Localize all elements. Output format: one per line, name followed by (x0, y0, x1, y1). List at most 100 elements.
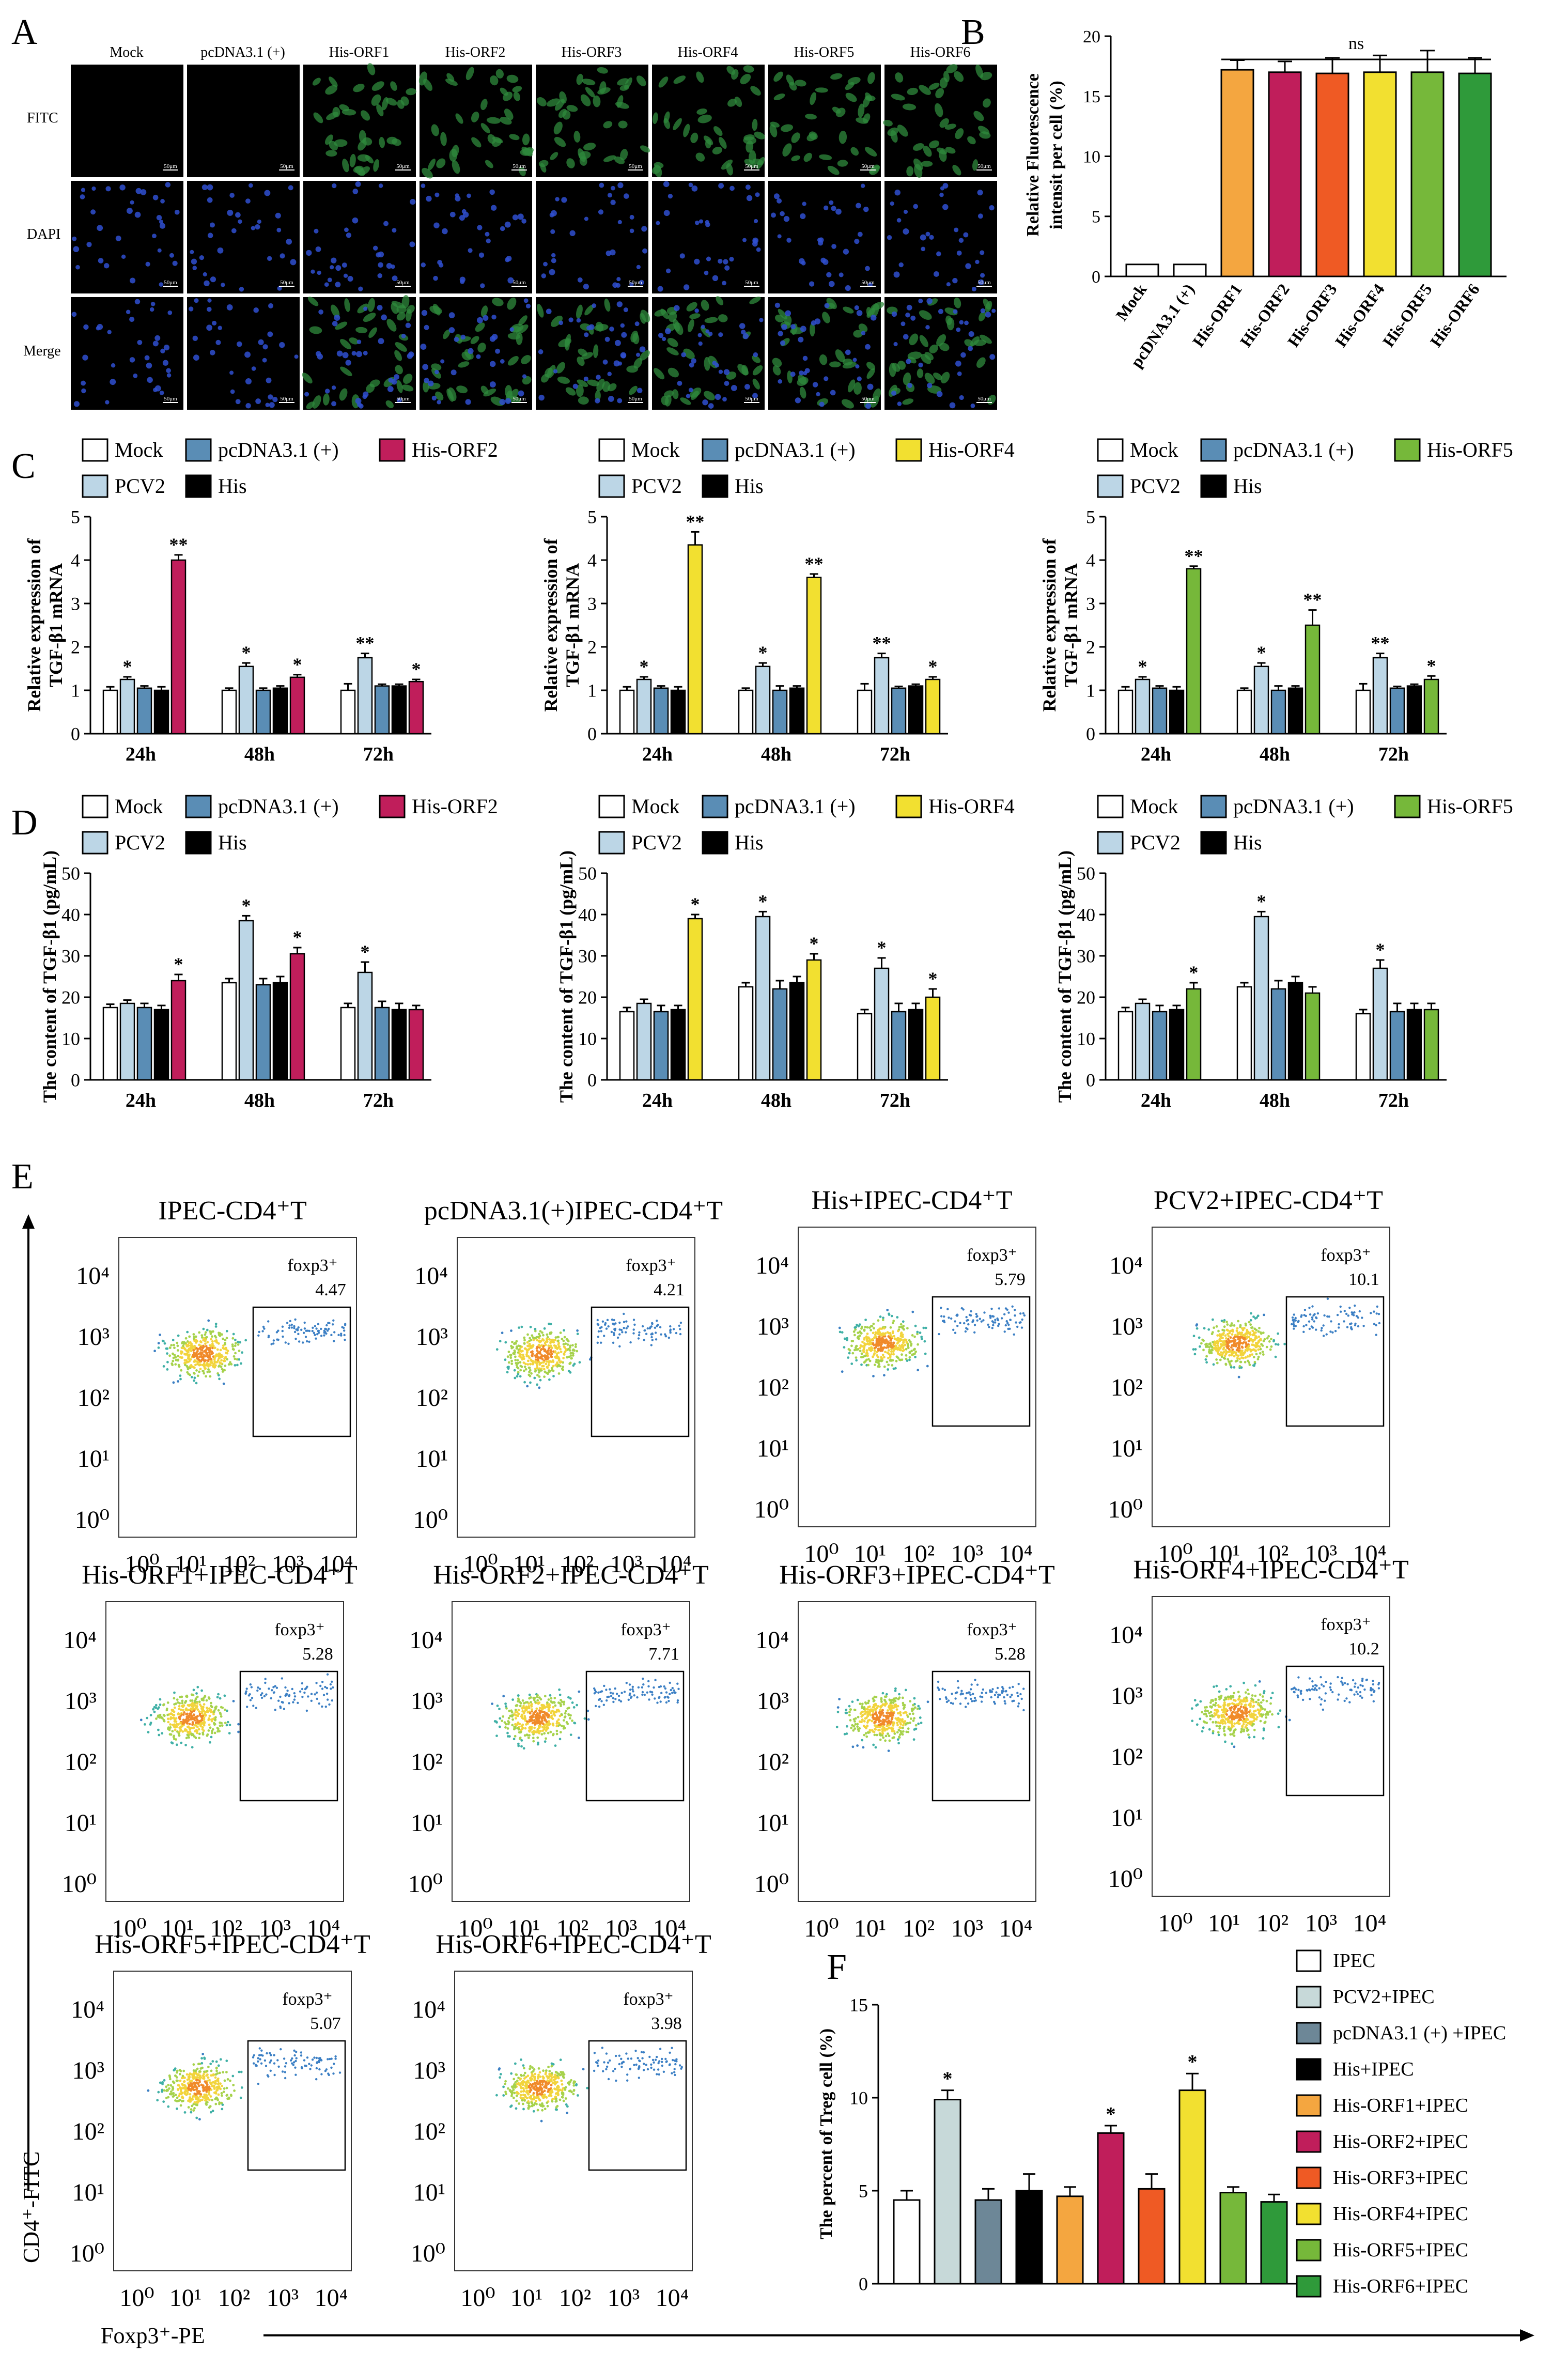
nucleus-blue (83, 324, 89, 330)
flow-event (510, 1346, 513, 1350)
flow-event (882, 1736, 885, 1739)
flow-event (546, 1723, 549, 1726)
flow-event (215, 1339, 218, 1342)
flow-event (596, 1319, 599, 1322)
flow-event (569, 1714, 572, 1717)
nucleus-blue (569, 230, 576, 236)
flow-event (1230, 1322, 1233, 1325)
flow-event (1221, 1353, 1224, 1356)
flow-event (314, 1334, 316, 1336)
cell-green (772, 365, 781, 376)
flow-event (537, 1718, 540, 1721)
flow-event (200, 1710, 203, 1713)
cell-green (593, 344, 599, 359)
nucleus-blue (485, 231, 490, 237)
nucleus-blue (977, 213, 983, 219)
flow-event (878, 1363, 880, 1366)
flow-event (520, 1728, 523, 1731)
flow-event (857, 1325, 860, 1328)
legend-label: pcDNA3.1 (+) (735, 438, 856, 461)
flow-event (1237, 1320, 1240, 1323)
flow-event (633, 1323, 636, 1326)
nucleus-blue (126, 309, 131, 314)
flow-event (521, 1350, 524, 1353)
legend-swatch (1394, 795, 1421, 818)
legend-label: His-ORF3+IPEC (1333, 2167, 1468, 2189)
flow-event (554, 1744, 557, 1747)
nucleus-blue (401, 333, 406, 338)
nucleus-blue (861, 183, 865, 188)
cell-green (587, 379, 599, 386)
flow-event (1199, 1345, 1201, 1348)
flow-event (906, 1359, 909, 1362)
flow-event (554, 1351, 556, 1354)
nucleus-blue (162, 360, 169, 366)
flow-event (536, 1699, 539, 1702)
nucleus-blue (938, 308, 943, 314)
flow-event (209, 1333, 212, 1335)
nucleus-blue (478, 252, 485, 258)
grid-row-label: FITC (27, 110, 58, 126)
flow-event (924, 1352, 927, 1355)
cell-green (480, 305, 488, 317)
flow-event (877, 1337, 880, 1340)
nucleus-blue (167, 310, 173, 315)
flow-event (1336, 1313, 1339, 1317)
flow-event (153, 1350, 156, 1353)
flow-event (887, 1364, 890, 1367)
flow-event (899, 1358, 902, 1361)
nucleus-blue (596, 375, 601, 380)
nucleus-blue (691, 358, 696, 364)
flow-event (193, 1376, 196, 1380)
flow-event (518, 1723, 521, 1726)
flow-event (1005, 1320, 1008, 1323)
nucleus-blue (639, 346, 646, 353)
flow-event (1293, 1327, 1295, 1330)
flow-event (1230, 1353, 1233, 1356)
flow-x-tick: 10¹ (854, 1540, 886, 1568)
flow-event (297, 1326, 300, 1329)
flow-event (158, 1706, 160, 1709)
nucleus-blue (359, 404, 364, 409)
legend-label: IPEC (1333, 1950, 1375, 1972)
flow-event (331, 1699, 333, 1702)
cell-green (452, 160, 460, 174)
flow-event (179, 1374, 182, 1377)
flow-event (548, 1360, 551, 1364)
flow-event (905, 1348, 908, 1351)
cell-green (654, 162, 664, 168)
flow-event (1239, 1333, 1243, 1336)
bar (1270, 689, 1286, 735)
flow-event (563, 1700, 566, 1703)
flow-event (321, 1681, 324, 1683)
cell-green (509, 134, 520, 141)
flow-event (588, 1358, 592, 1361)
bar (340, 1006, 356, 1081)
flow-event (517, 1371, 520, 1374)
flow-x-tick: 10³ (1305, 1540, 1337, 1568)
flow-event (531, 1354, 533, 1357)
flow-event (1339, 1305, 1342, 1308)
cell-green (983, 298, 991, 310)
flow-event (1220, 1351, 1222, 1354)
significance-mark: * (943, 2068, 953, 2090)
flow-event (219, 1711, 222, 1714)
flow-event (618, 1328, 621, 1331)
flow-event (846, 1339, 848, 1341)
cell-green (819, 154, 832, 160)
flow-event (198, 1737, 200, 1740)
flow-event (876, 1354, 879, 1357)
flow-event (532, 1339, 535, 1341)
nucleus-blue (459, 215, 465, 221)
x-tick-label: 72h (1378, 1090, 1409, 1111)
nucleus-blue (249, 183, 253, 188)
flow-event (536, 1359, 539, 1362)
nucleus-blue (956, 327, 961, 332)
flow-event (880, 1356, 883, 1359)
flow-event (653, 1686, 655, 1689)
flow-event (656, 1701, 659, 1704)
cell-green (495, 69, 504, 79)
flow-event (549, 1344, 552, 1348)
flow-event (655, 1338, 658, 1341)
